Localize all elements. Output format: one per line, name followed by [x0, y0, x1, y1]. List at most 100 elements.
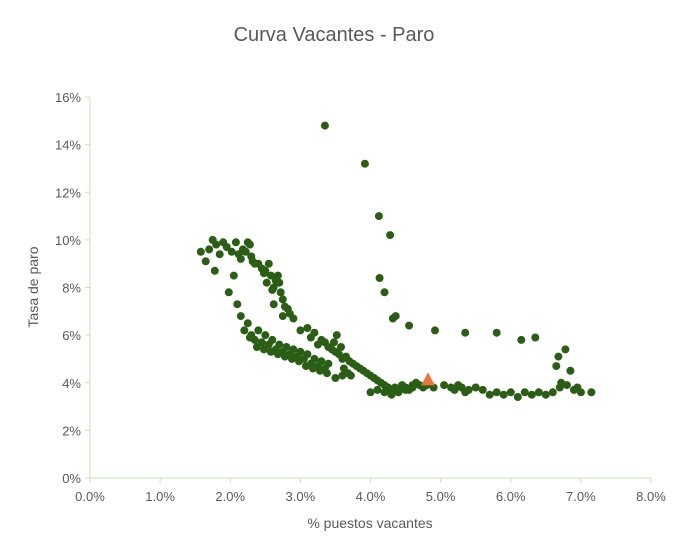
data-point — [517, 335, 526, 344]
data-point — [227, 247, 236, 256]
data-point — [492, 388, 501, 397]
data-point — [461, 328, 470, 337]
data-point — [587, 388, 596, 397]
data-point — [561, 345, 570, 354]
data-point — [541, 390, 550, 399]
data-point — [464, 385, 473, 394]
data-point — [240, 326, 249, 335]
data-point — [266, 271, 275, 280]
data-point — [531, 333, 540, 342]
y-tick-label: 10% — [55, 233, 81, 248]
data-point — [557, 378, 566, 387]
data-point — [485, 390, 494, 399]
data-point — [534, 388, 543, 397]
data-point — [337, 343, 345, 351]
data-point — [241, 247, 250, 256]
data-point — [245, 240, 254, 249]
x-tick-label: 7.0% — [566, 489, 596, 504]
y-axis-label: Tasa de paro — [25, 246, 41, 327]
x-tick-label: 1.0% — [145, 489, 175, 504]
data-point — [513, 393, 522, 401]
data-point — [212, 240, 221, 249]
data-point — [310, 328, 319, 337]
data-point — [278, 295, 287, 304]
data-point — [394, 388, 403, 397]
data-point — [231, 238, 240, 247]
data-point — [471, 383, 480, 392]
y-tick-label: 14% — [55, 138, 81, 153]
data-point — [380, 388, 389, 397]
data-point — [236, 312, 245, 321]
data-point — [296, 347, 305, 356]
data-point — [276, 288, 285, 297]
data-point — [236, 254, 245, 263]
data-point — [303, 350, 312, 359]
data-point — [280, 352, 289, 361]
data-point — [310, 354, 319, 363]
data-point — [375, 274, 384, 282]
data-point — [296, 326, 305, 335]
x-tick-label: 3.0% — [286, 489, 316, 504]
chart-title: Curva Vacantes - Paro — [234, 24, 435, 46]
data-point — [499, 390, 508, 399]
data-point — [243, 319, 252, 328]
data-point — [338, 371, 347, 380]
data-point — [273, 350, 282, 359]
y-tick-label: 16% — [55, 90, 81, 105]
data-point — [346, 371, 355, 380]
data-points — [196, 121, 596, 401]
data-point — [289, 345, 298, 354]
data-point — [330, 338, 338, 347]
y-axis-ticks: 0% 2% 4% 6% 8% 10% 12% 14% 16% — [55, 90, 90, 486]
data-point — [273, 271, 282, 280]
y-tick-label: 12% — [55, 185, 81, 200]
data-point — [269, 283, 278, 292]
data-point — [492, 328, 501, 337]
data-point — [320, 121, 329, 130]
x-tick-label: 5.0% — [426, 489, 456, 504]
data-point — [405, 321, 414, 330]
data-point — [254, 326, 263, 335]
data-point — [323, 369, 331, 378]
data-point — [295, 357, 303, 366]
data-point — [429, 383, 438, 392]
data-point — [552, 362, 561, 371]
data-point — [261, 331, 270, 340]
data-point — [303, 324, 312, 332]
data-point — [278, 312, 287, 321]
x-tick-label: 6.0% — [496, 489, 526, 504]
data-point — [245, 333, 254, 342]
y-tick-label: 4% — [62, 376, 81, 391]
y-tick-label: 2% — [62, 423, 81, 438]
data-point — [252, 343, 261, 351]
data-point — [264, 259, 273, 268]
data-point — [302, 362, 310, 371]
data-point — [506, 388, 515, 397]
x-tick-label: 2.0% — [215, 489, 245, 504]
data-point — [401, 385, 410, 394]
data-point — [222, 243, 231, 251]
data-point — [205, 245, 214, 254]
data-point — [380, 288, 389, 297]
data-point — [373, 385, 382, 394]
data-point — [210, 266, 219, 275]
data-point — [527, 390, 536, 399]
data-point — [262, 278, 271, 287]
x-tick-label: 0.0% — [75, 489, 105, 504]
data-point — [360, 159, 369, 168]
data-point — [215, 250, 224, 259]
y-tick-label: 8% — [62, 281, 81, 296]
data-point — [374, 212, 383, 221]
data-point — [391, 312, 400, 321]
data-point — [573, 383, 582, 392]
data-point — [259, 345, 268, 354]
data-point — [201, 257, 210, 266]
data-point — [566, 366, 575, 375]
data-point — [387, 390, 396, 399]
data-point — [478, 385, 487, 394]
data-point — [317, 357, 326, 366]
data-point — [554, 352, 563, 361]
data-point — [282, 343, 291, 351]
data-point — [288, 354, 296, 363]
data-point — [309, 364, 317, 373]
